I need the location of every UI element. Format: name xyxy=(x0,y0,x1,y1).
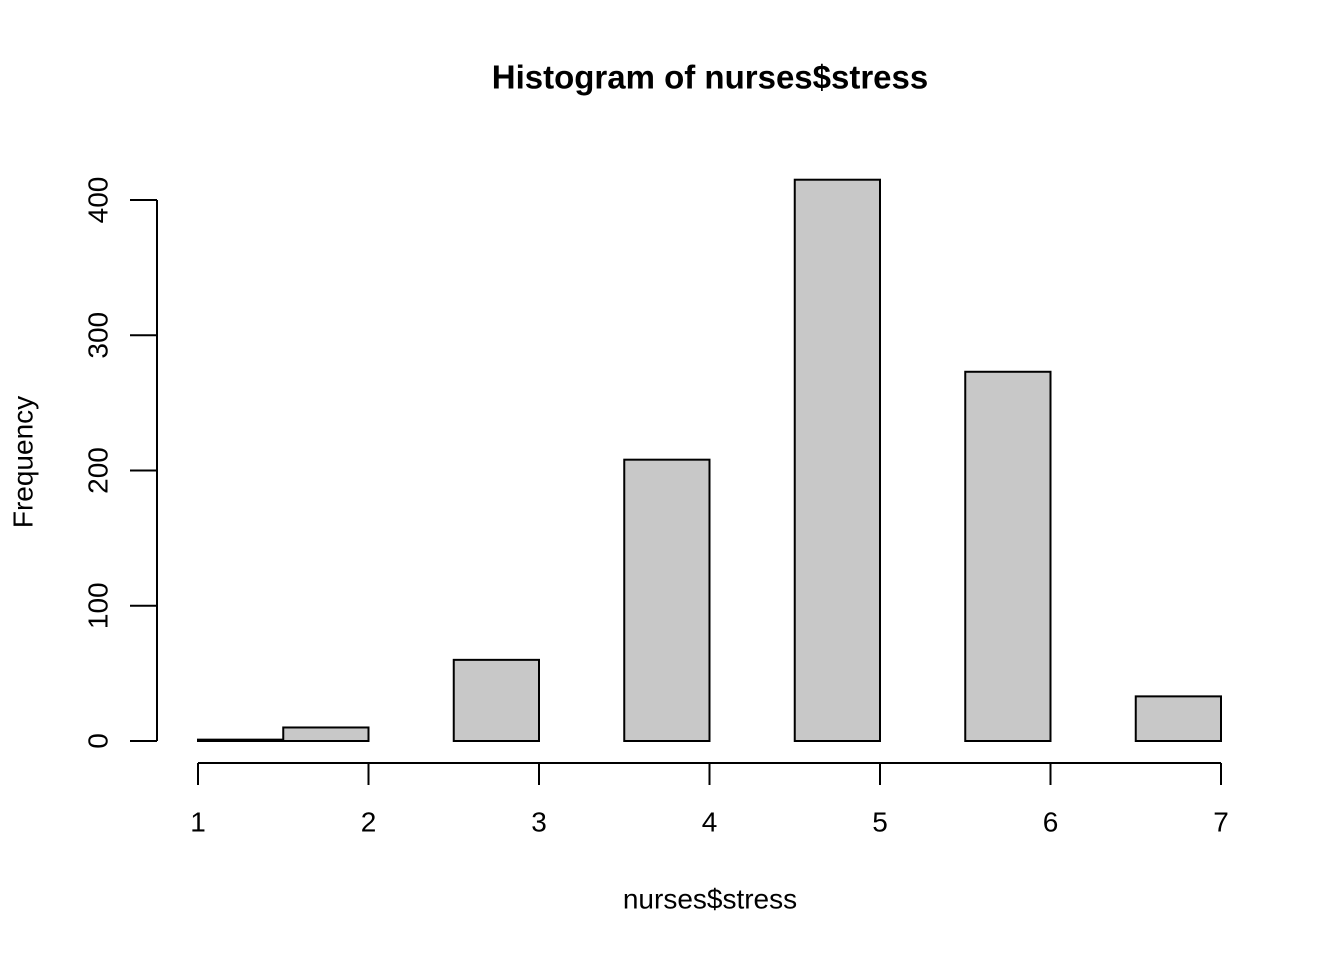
y-tick-label: 100 xyxy=(82,582,113,629)
bar xyxy=(452,658,540,742)
x-tick-label: 7 xyxy=(1213,806,1229,837)
y-tick-label: 400 xyxy=(82,177,113,224)
bar xyxy=(197,738,285,743)
x-tick-label: 2 xyxy=(361,806,377,837)
bar xyxy=(1134,695,1222,742)
x-tick-label: 6 xyxy=(1043,806,1059,837)
y-tick-label: 300 xyxy=(82,312,113,359)
x-tick-label: 4 xyxy=(702,806,718,837)
bar xyxy=(623,458,711,742)
y-tick-label: 200 xyxy=(82,447,113,494)
bar xyxy=(793,178,881,742)
x-tick-label: 1 xyxy=(190,806,206,837)
y-tick-label: 0 xyxy=(82,733,113,749)
bar xyxy=(964,370,1052,742)
x-axis-label: nurses$stress xyxy=(623,883,797,914)
chart-title: Histogram of nurses$stress xyxy=(492,59,929,96)
bar xyxy=(282,726,370,742)
y-axis-label: Frequency xyxy=(7,396,38,528)
x-tick-label: 5 xyxy=(872,806,888,837)
x-tick-label: 3 xyxy=(531,806,547,837)
